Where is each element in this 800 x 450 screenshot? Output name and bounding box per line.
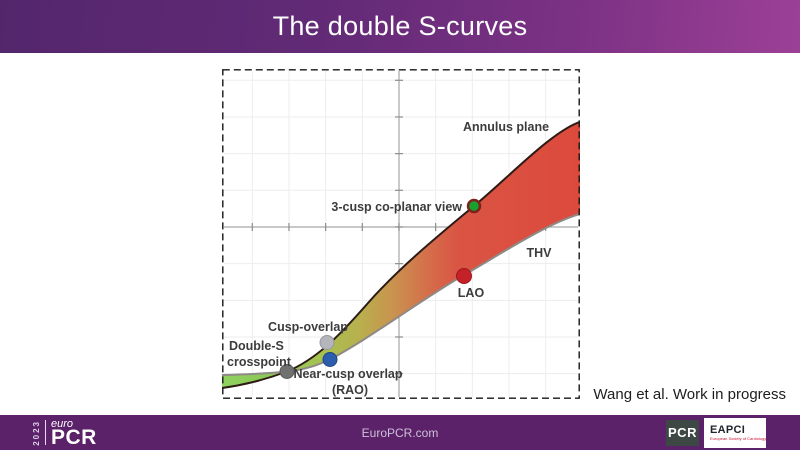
marker-near-cusp-overlap-rao	[322, 352, 338, 367]
curve-thv	[222, 213, 580, 376]
footer-partner-logos: PCR EAPCI European Society of Cardiology	[666, 417, 767, 448]
chart-label-thv: THV	[527, 246, 553, 260]
attribution-text: Wang et al. Work in progress	[593, 386, 786, 403]
logo-year: 2023	[32, 419, 41, 446]
marker-cusp-overlap	[319, 335, 335, 350]
marker-lao	[456, 268, 472, 284]
pcr-badge: PCR	[666, 419, 699, 446]
double-s-chart: Annulus plane 3-cusp co-planar view THV LAO…	[222, 69, 580, 399]
footer-bar: 2023 euro PCR EuroPCR.com PCR EAPCI Euro…	[0, 415, 800, 450]
title-bar: The double S-curves	[0, 0, 800, 53]
chart-label-double-s-1: Double-S	[229, 339, 284, 353]
chart-label-lao: LAO	[458, 286, 485, 300]
marker-double-s-crosspoint	[279, 364, 295, 379]
chart-label-near-cusp-2: (RAO)	[332, 383, 368, 397]
footer-url: EuroPCR.com	[361, 425, 439, 440]
marker-three-cusp-coplanar	[466, 198, 482, 214]
chart-label-near-cusp-1: Near-cusp overlap	[293, 367, 402, 381]
dashed-frame	[222, 69, 580, 399]
chart-label-three-cusp: 3-cusp co-planar view	[331, 200, 462, 214]
logo-euro-text: euro	[51, 417, 74, 430]
curve-annulus-plane	[222, 121, 580, 389]
chart-label-double-s-2: crosspoint	[227, 355, 292, 369]
chart-canvas: Annulus plane 3-cusp co-planar view THV LAO…	[222, 69, 580, 399]
europcr-2023-logo: 2023 euro PCR	[32, 417, 97, 449]
logo-stack: euro PCR	[51, 417, 97, 449]
chart-label-cusp-overlap: Cusp-overlap	[268, 320, 348, 334]
logo-divider	[45, 420, 46, 445]
s-curve-band	[222, 122, 580, 388]
eapci-badge: EAPCI European Society of Cardiology	[704, 417, 767, 448]
logo-pcr-text: PCR	[51, 425, 97, 449]
chart-label-annulus-plane: Annulus plane	[463, 120, 549, 134]
slide-title: The double S-curves	[272, 11, 528, 41]
eapci-name: EAPCI	[710, 423, 746, 436]
pcr-badge-text: PCR	[668, 425, 697, 440]
eapci-tagline: European Society of Cardiology	[710, 435, 767, 441]
eapci-text: EAPCI European Society of Cardiology	[710, 423, 767, 441]
